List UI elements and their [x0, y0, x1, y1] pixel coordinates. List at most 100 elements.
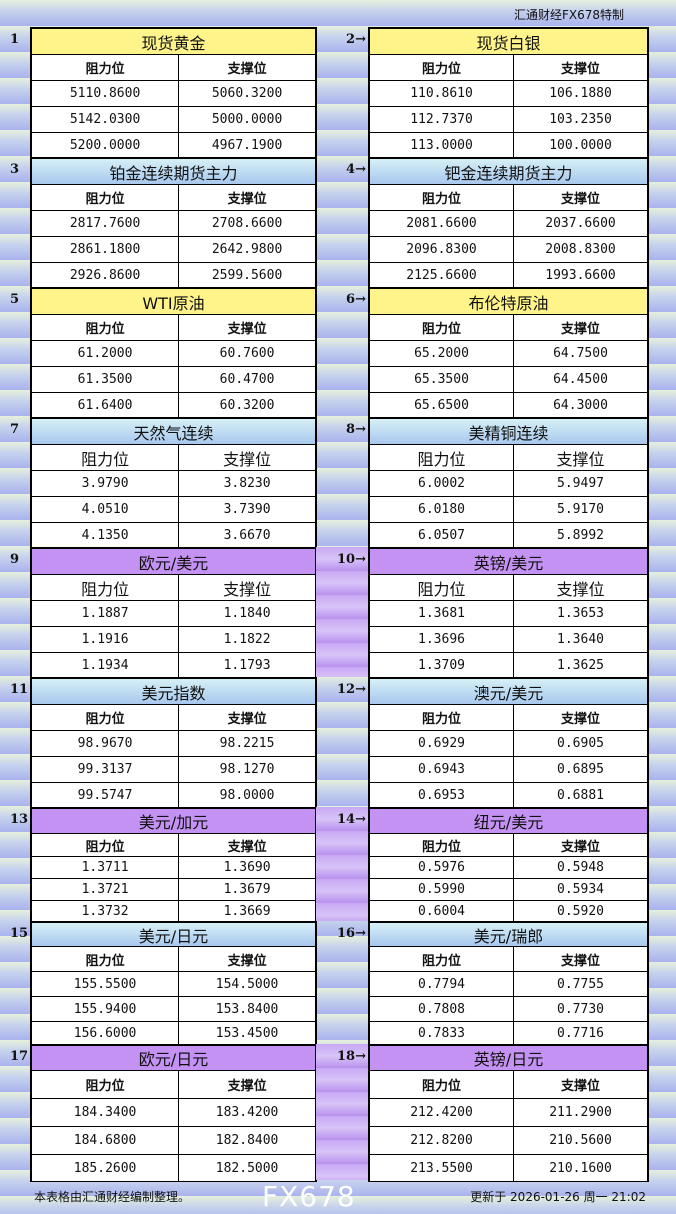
section-number: 17: [10, 1049, 29, 1064]
resistance-value: 61.3500: [32, 367, 180, 392]
table-row: 0.6953 0.6881: [370, 783, 647, 809]
section-number: 16→: [337, 926, 366, 941]
resistance-value: 98.9670: [32, 731, 180, 756]
resistance-value: 1.1934: [32, 653, 180, 678]
watermark-logo: FX678: [262, 1180, 356, 1213]
support-value: 0.6905: [557, 736, 604, 751]
resistance-value: 99.3137: [32, 757, 180, 782]
footer-note: 本表格由汇通财经编制整理。: [34, 1190, 191, 1204]
support-value: 210.5600: [549, 1133, 612, 1148]
resistance-header: 阻力位: [32, 947, 180, 971]
section-number: 10→: [337, 552, 366, 567]
table-row: 2081.6600 2037.6600: [370, 211, 647, 237]
support-header: 支撑位: [223, 579, 272, 599]
support-value: 2642.9800: [211, 242, 283, 257]
table-title: 澳元/美元: [370, 679, 647, 705]
support-header: 支撑位: [227, 322, 267, 337]
support-value: 98.1270: [219, 762, 275, 777]
support-value: 5060.3200: [211, 86, 283, 101]
quote-table: 英镑/美元 阻力位 支撑位 1.3681 1.3653 1.3696 1.3640 1.370…: [368, 547, 649, 679]
support-value: 0.7730: [557, 1001, 604, 1017]
support-header: 支撑位: [556, 579, 605, 599]
resistance-header: 阻力位: [370, 947, 515, 971]
resistance-value: 0.6929: [370, 731, 515, 756]
quote-table: 现货白银 阻力位 支撑位 110.8610 106.1880 112.7370 103.23…: [368, 27, 649, 159]
column-header-row: 阻力位 支撑位: [32, 445, 315, 471]
table-row: 3.9790 3.8230: [32, 471, 315, 497]
table-title: 布伦特原油: [370, 289, 647, 315]
resistance-header: 阻力位: [370, 705, 515, 730]
quote-table: WTI原油 阻力位 支撑位 61.2000 60.7600 61.3500 60.4700 6…: [30, 287, 317, 419]
support-value: 5.9170: [557, 502, 604, 517]
column-header-row: 阻力位 支撑位: [370, 834, 647, 857]
table-title: 英镑/日元: [370, 1046, 647, 1071]
brand-label: 汇通财经FX678特制: [513, 8, 624, 22]
table-title: 现货白银: [370, 29, 647, 55]
resistance-value: 1.1887: [32, 601, 180, 626]
support-value: 0.6881: [557, 788, 604, 803]
support-value: 98.0000: [219, 788, 275, 803]
support-value: 1.3690: [223, 860, 271, 875]
support-header: 支撑位: [561, 839, 601, 855]
resistance-value: 1.1916: [32, 627, 180, 652]
table-row: 2817.7600 2708.6600: [32, 211, 315, 237]
resistance-value: 1.3696: [370, 627, 515, 652]
resistance-value: 2125.6600: [370, 263, 515, 288]
column-header-row: 阻力位 支撑位: [32, 834, 315, 857]
resistance-header: 阻力位: [370, 315, 515, 340]
table-row: 2125.6600 1993.6600: [370, 263, 647, 289]
quote-table: 铂金连续期货主力 阻力位 支撑位 2817.7600 2708.6600 2861.180…: [30, 157, 317, 289]
table-row: 2926.8600 2599.5600: [32, 263, 315, 289]
support-value: 2599.5600: [211, 268, 283, 283]
table-row: 5142.0300 5000.0000: [32, 107, 315, 133]
resistance-value: 184.3400: [32, 1099, 180, 1126]
support-header: 支撑位: [561, 953, 601, 969]
table-title: WTI原油: [32, 289, 315, 315]
column-header-row: 阻力位 支撑位: [32, 315, 315, 341]
section-number: 14→: [337, 812, 366, 827]
support-value: 153.8400: [215, 1001, 279, 1017]
support-header: 支撑位: [561, 192, 601, 207]
table-row: 1.3696 1.3640: [370, 627, 647, 653]
support-value: 1.3669: [223, 904, 271, 919]
support-value: 103.2350: [549, 112, 612, 127]
resistance-value: 65.3500: [370, 367, 515, 392]
support-value: 98.2215: [219, 736, 275, 751]
support-value: 1.3640: [557, 632, 604, 647]
quote-table: 欧元/美元 阻力位 支撑位 1.1887 1.1840 1.1916 1.1822 1.193…: [30, 547, 317, 679]
support-value: 5000.0000: [211, 112, 283, 127]
support-value: 1.3679: [223, 882, 271, 897]
resistance-header: 阻力位: [370, 55, 515, 80]
table-row: 112.7370 103.2350: [370, 107, 647, 133]
support-value: 64.7500: [553, 346, 608, 361]
support-value: 1.1793: [223, 658, 271, 673]
resistance-value: 0.7833: [370, 1022, 515, 1045]
support-value: 1.1822: [223, 632, 271, 647]
resistance-value: 1.3681: [370, 601, 515, 626]
column-header-row: 阻力位 支撑位: [32, 575, 315, 601]
middle-gutter: [316, 547, 368, 677]
resistance-value: 155.5500: [32, 972, 180, 996]
table-row: 184.3400 183.4200: [32, 1099, 315, 1127]
support-value: 2037.6600: [545, 216, 616, 231]
support-value: 3.7390: [223, 502, 271, 517]
quote-table: 钯金连续期货主力 阻力位 支撑位 2081.6600 2037.6600 2096.830…: [368, 157, 649, 289]
resistance-value: 5110.8600: [32, 81, 180, 106]
resistance-header: 阻力位: [32, 55, 180, 80]
column-header-row: 阻力位 支撑位: [32, 947, 315, 972]
column-header-row: 阻力位 支撑位: [370, 445, 647, 471]
resistance-value: 110.8610: [370, 81, 515, 106]
support-value: 0.7755: [557, 976, 604, 992]
column-header-row: 阻力位 支撑位: [370, 705, 647, 731]
table-row: 4.0510 3.7390: [32, 497, 315, 523]
table-row: 0.5990 0.5934: [370, 879, 647, 901]
quote-table: 美元/瑞郎 阻力位 支撑位 0.7794 0.7755 0.7808 0.7730 0.783…: [368, 921, 649, 1046]
support-value: 0.5934: [557, 882, 604, 897]
table-title: 天然气连续: [32, 419, 315, 445]
table-title: 铂金连续期货主力: [32, 159, 315, 185]
support-value: 183.4200: [215, 1105, 279, 1120]
resistance-value: 2926.8600: [32, 263, 180, 288]
resistance-value: 155.9400: [32, 997, 180, 1021]
support-value: 60.7600: [219, 346, 275, 361]
support-value: 0.5920: [557, 904, 604, 919]
